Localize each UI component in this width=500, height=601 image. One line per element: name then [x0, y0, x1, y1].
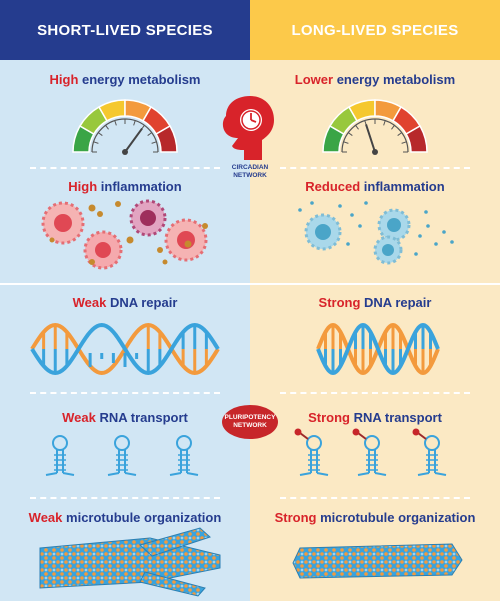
- rna-hairpin-icons: [45, 435, 199, 476]
- dashed-divider: [280, 167, 470, 169]
- right-dna-label: Strong DNA repair: [318, 295, 432, 310]
- dna-helix-icon: [30, 322, 220, 376]
- dashed-divider: [30, 497, 220, 499]
- right-microtubule-label: Strong microtubule organization: [274, 510, 476, 525]
- section-divider: [0, 283, 500, 285]
- dna-helix-icon: [316, 322, 440, 376]
- inflamed-cells-icon: [41, 199, 208, 270]
- rna-hairpin-icons: [294, 428, 447, 476]
- left-dna-label: Weak DNA repair: [72, 295, 178, 310]
- left-rna-label: Weak RNA transport: [62, 410, 188, 425]
- right-inflammation-label: Reduced inflammation: [305, 179, 445, 194]
- left-microtubule-label: Weak microtubule organization: [28, 510, 222, 525]
- short-lived-header: SHORT-LIVED SPECIES: [0, 0, 250, 60]
- microtubule-left-icon: [39, 527, 221, 597]
- left-inflammation-label: High inflammation: [68, 179, 182, 194]
- gauge-icon: [72, 99, 178, 155]
- long-lived-header: LONG-LIVED SPECIES: [250, 0, 500, 60]
- pluripotency-network-label: PLURIPOTENCY NETWORK: [224, 414, 276, 429]
- right-metabolism-label: Lower energy metabolism: [294, 72, 456, 87]
- calm-cells-icon: [298, 201, 454, 265]
- head-clock-icon: [222, 96, 274, 160]
- left-metabolism-label: High energy metabolism: [49, 72, 201, 87]
- dashed-divider: [280, 392, 470, 394]
- microtubule-right-icon: [292, 543, 463, 579]
- dashed-divider: [30, 167, 220, 169]
- dashed-divider: [280, 497, 470, 499]
- right-rna-label: Strong RNA transport: [308, 410, 442, 425]
- pluripotency-badge: [222, 405, 278, 439]
- circadian-network-label: CIRCADIAN NETWORK: [231, 164, 269, 179]
- gauge-icon: [322, 99, 428, 155]
- dashed-divider: [30, 392, 220, 394]
